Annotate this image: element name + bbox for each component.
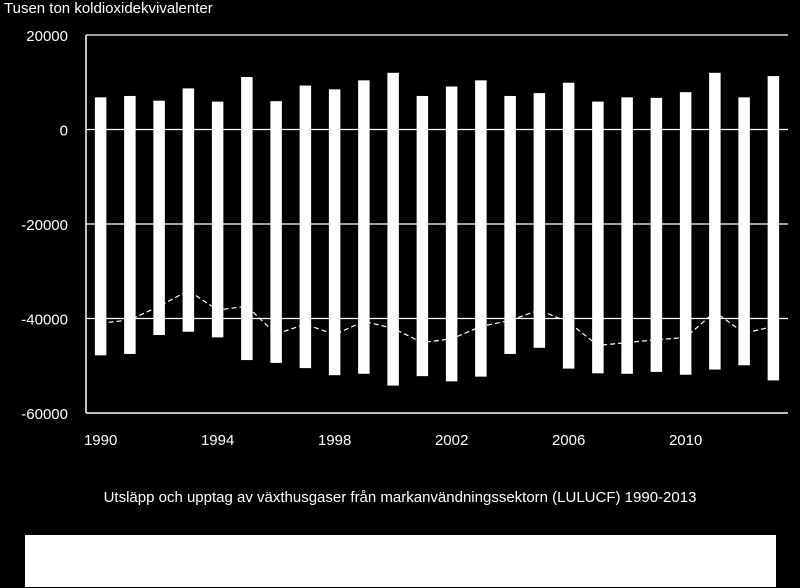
bar xyxy=(621,97,633,130)
y-tick-label: -60000 xyxy=(21,406,68,423)
bar xyxy=(124,95,136,130)
bar xyxy=(153,100,165,130)
bar xyxy=(416,95,429,130)
bar xyxy=(358,80,370,130)
bar xyxy=(533,129,546,348)
bar xyxy=(475,129,487,377)
y-tick-label: -20000 xyxy=(21,217,68,234)
bar xyxy=(621,129,633,374)
bar xyxy=(445,129,458,382)
y-tick-label: 0 xyxy=(60,123,68,140)
bar xyxy=(650,97,663,130)
x-tick-label: 1990 xyxy=(84,432,117,449)
bar xyxy=(241,77,253,130)
bar xyxy=(679,129,692,375)
chart-caption: Utsläpp och upptag av växthusgaser från … xyxy=(103,489,697,506)
bar xyxy=(592,101,604,130)
bar xyxy=(387,129,399,386)
bar xyxy=(328,89,341,130)
bar xyxy=(182,88,195,130)
bar xyxy=(767,129,780,381)
x-tick-label: 2010 xyxy=(669,432,702,449)
chart: 20000 0 -20000 -40000 -60000 1990 1994 1998 2002… xyxy=(21,28,788,449)
bar xyxy=(270,129,282,363)
bar xyxy=(738,97,750,130)
bar xyxy=(679,92,692,130)
x-tick-label: 1994 xyxy=(201,432,234,449)
bar xyxy=(241,129,253,361)
legend-box xyxy=(25,535,776,587)
bar xyxy=(299,129,312,369)
gridlines xyxy=(86,34,788,320)
bar xyxy=(182,129,195,332)
bar xyxy=(475,80,487,130)
bar xyxy=(709,72,721,130)
net-line xyxy=(100,289,774,347)
bar xyxy=(445,86,458,130)
bar xyxy=(211,129,224,338)
bar xyxy=(328,129,341,376)
y-tick-label: -40000 xyxy=(21,312,68,329)
bar xyxy=(299,85,312,130)
bar xyxy=(358,129,370,374)
bars xyxy=(94,72,780,386)
bar xyxy=(153,129,165,336)
x-tick-label: 1998 xyxy=(318,432,351,449)
bar xyxy=(270,101,282,130)
bar xyxy=(387,72,399,130)
bar xyxy=(592,129,604,374)
bar xyxy=(738,129,750,366)
tick-labels: 20000 0 -20000 -40000 -60000 1990 1994 1998 2002… xyxy=(21,28,702,449)
bar xyxy=(94,97,107,130)
bar xyxy=(533,93,546,130)
bar xyxy=(94,129,107,356)
bar xyxy=(124,129,136,354)
bar xyxy=(709,129,721,370)
x-tick-label: 2002 xyxy=(435,432,468,449)
y-tick-label: 20000 xyxy=(26,28,68,45)
bar xyxy=(504,95,516,130)
y-axis-title: Tusen ton koldioxidekvivalenter xyxy=(4,0,213,17)
bar xyxy=(211,101,224,130)
bar xyxy=(562,82,575,130)
bar xyxy=(504,129,516,354)
bar xyxy=(416,129,429,377)
axes xyxy=(85,35,788,414)
bar xyxy=(562,129,575,369)
bar xyxy=(650,129,663,372)
net-line-series xyxy=(100,289,774,347)
x-tick-label: 2006 xyxy=(552,432,585,449)
bar xyxy=(767,76,780,130)
